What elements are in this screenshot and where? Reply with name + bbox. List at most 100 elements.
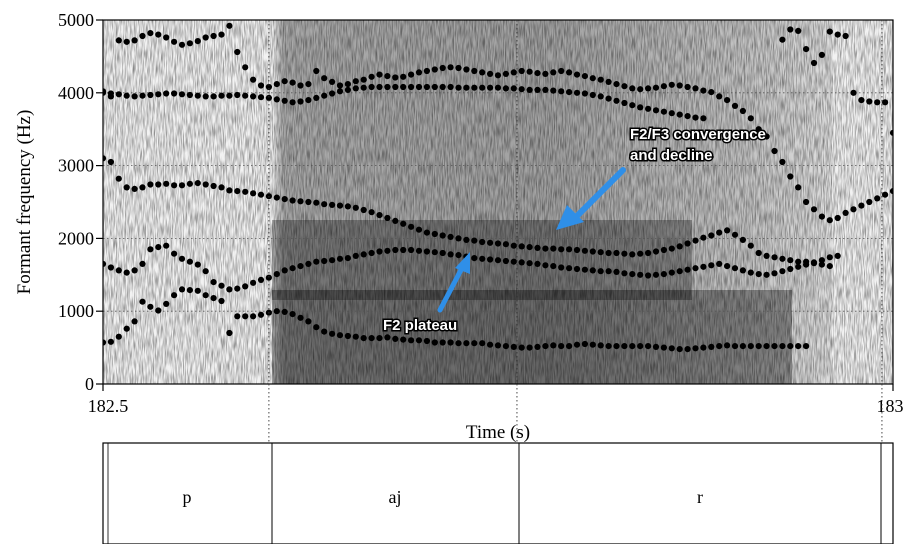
formant-point-s1-39 bbox=[408, 246, 415, 254]
formant-point-s2-63 bbox=[597, 249, 604, 256]
formant-point-s2-37 bbox=[392, 217, 399, 224]
formant-point-s4-52 bbox=[510, 69, 517, 76]
formant-point-s0-82 bbox=[747, 343, 754, 350]
formant-point-s3-45 bbox=[455, 84, 462, 91]
formant-point-s1-72 bbox=[668, 269, 675, 276]
formant-point-s0-45 bbox=[455, 340, 462, 347]
formant-point-s2-32 bbox=[352, 204, 359, 211]
formant-point-s4-45 bbox=[455, 64, 462, 72]
formant-point-s0-39 bbox=[408, 337, 415, 344]
formant-point-s3-37 bbox=[392, 83, 399, 91]
formant-point-s4-53 bbox=[518, 67, 525, 75]
formant-point-s0-49 bbox=[487, 341, 494, 348]
formant-point-s0-72 bbox=[668, 345, 675, 352]
formant-point-s1-67 bbox=[629, 271, 636, 278]
formant-point-s3-34 bbox=[368, 83, 375, 91]
formant-point-s4-92 bbox=[826, 217, 833, 224]
formant-point-s0-38 bbox=[400, 336, 407, 343]
formant-point-s1-53 bbox=[518, 259, 525, 266]
formant-point-s1-91 bbox=[818, 257, 826, 264]
formant-point-s4-77 bbox=[708, 89, 715, 96]
formant-point-s1-59 bbox=[566, 265, 573, 272]
formant-point-s3-65 bbox=[613, 97, 620, 104]
formant-point-s2-62 bbox=[589, 248, 596, 255]
formant-point-s4-2 bbox=[115, 37, 122, 44]
formant-point-s3-74 bbox=[684, 113, 691, 120]
formant-point-s2-5 bbox=[139, 184, 146, 191]
formant-point-s3-47 bbox=[471, 84, 478, 91]
formant-point-s1-29 bbox=[329, 257, 336, 264]
formant-point-s2-29 bbox=[329, 201, 336, 208]
formant-point-s3-42 bbox=[431, 83, 438, 91]
formant-point-s1-35 bbox=[376, 248, 383, 255]
formant-point-s1-24 bbox=[289, 265, 296, 272]
formant-point-s0-66 bbox=[621, 343, 628, 350]
formant-point-s1-54 bbox=[526, 260, 533, 267]
formant-point-s4-13 bbox=[202, 34, 209, 41]
formant-point-s2-45 bbox=[455, 235, 462, 242]
formant-point-s3-75 bbox=[692, 114, 699, 121]
formant-point-s3-59 bbox=[566, 89, 573, 96]
arrow-convergence bbox=[570, 167, 626, 223]
formant-point-s4-8 bbox=[163, 34, 170, 41]
formant-point-s2-58 bbox=[558, 246, 565, 253]
formant-point-s4-57 bbox=[550, 69, 557, 76]
formant-point-s2-2 bbox=[115, 175, 122, 182]
formant-point-s4-0 bbox=[103, 88, 107, 95]
formant-point-s3-6 bbox=[147, 91, 154, 99]
formant-point-s0-85 bbox=[771, 343, 778, 350]
y-tick-label-1000: 1000 bbox=[58, 301, 94, 321]
formant-point-s2-14 bbox=[210, 182, 217, 190]
arrowhead-plateau bbox=[455, 252, 470, 274]
annotation-convergence: F2/F3 convergence and decline bbox=[556, 125, 767, 230]
formant-point-s0-61 bbox=[581, 340, 589, 348]
formant-point-s4-40 bbox=[415, 69, 423, 76]
formant-point-s0-48 bbox=[479, 340, 486, 347]
formant-point-s3-43 bbox=[439, 83, 446, 91]
formant-point-s1-66 bbox=[621, 270, 628, 277]
formant-point-s2-82 bbox=[747, 242, 754, 249]
formant-point-s3-58 bbox=[558, 88, 565, 95]
formant-point-s3-33 bbox=[360, 84, 367, 91]
formant-point-s5-14 bbox=[889, 129, 893, 136]
formant-point-s0-34 bbox=[368, 335, 375, 342]
formant-point-s0-67 bbox=[629, 343, 636, 350]
formant-point-s0-24 bbox=[289, 311, 296, 318]
formant-point-s1-44 bbox=[447, 251, 454, 258]
formant-point-s1-34 bbox=[368, 249, 375, 257]
formant-point-s4-81 bbox=[739, 107, 747, 115]
formant-point-s1-65 bbox=[613, 268, 620, 275]
formant-point-s0-65 bbox=[613, 343, 620, 350]
formant-point-s4-69 bbox=[645, 85, 652, 92]
formant-point-s3-21 bbox=[265, 94, 272, 101]
formant-point-s2-43 bbox=[439, 232, 446, 239]
formant-point-s4-30 bbox=[336, 82, 344, 89]
formant-point-s2-87 bbox=[787, 257, 794, 264]
formant-point-s3-13 bbox=[202, 93, 209, 100]
formant-point-s0-78 bbox=[716, 343, 723, 350]
formant-point-s1-38 bbox=[400, 246, 407, 254]
formant-point-s4-48 bbox=[479, 69, 486, 76]
formant-point-s1-16 bbox=[226, 286, 233, 293]
formant-point-s0-86 bbox=[779, 343, 786, 350]
formant-point-s2-69 bbox=[645, 249, 652, 257]
tier-label-r: r bbox=[697, 487, 703, 507]
formant-point-s2-64 bbox=[605, 249, 612, 257]
formant-point-s0-74 bbox=[684, 346, 691, 353]
formant-point-s1-50 bbox=[494, 257, 502, 264]
formant-point-s0-42 bbox=[431, 339, 438, 346]
formant-point-s3-24 bbox=[289, 99, 296, 106]
formant-point-s0-89 bbox=[803, 343, 810, 350]
formant-point-s4-64 bbox=[605, 78, 612, 85]
formant-point-s4-79 bbox=[724, 97, 731, 104]
formant-point-s4-73 bbox=[676, 82, 683, 89]
formant-point-s0-13 bbox=[202, 292, 209, 299]
formant-point-s3-55 bbox=[534, 86, 541, 93]
formant-point-s2-59 bbox=[566, 246, 573, 253]
formant-point-s4-83 bbox=[755, 126, 762, 133]
formant-point-s2-30 bbox=[336, 202, 344, 209]
formant-point-s2-48 bbox=[479, 238, 486, 246]
formant-point-s2-3 bbox=[123, 184, 130, 191]
formant-point-s0-56 bbox=[542, 343, 549, 350]
formant-point-s2-18 bbox=[242, 188, 249, 195]
